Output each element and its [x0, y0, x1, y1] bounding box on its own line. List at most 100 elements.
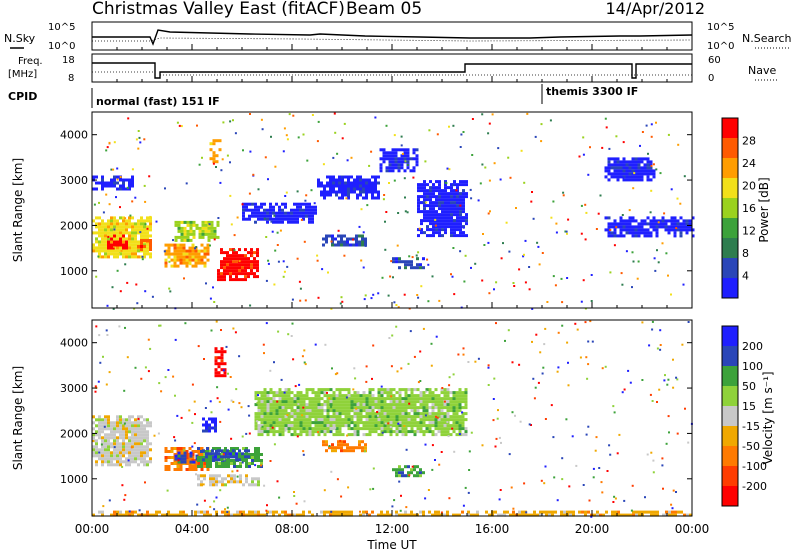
heatmap-cell [122, 187, 125, 191]
heatmap-cell [380, 406, 384, 410]
heatmap-cell [98, 222, 101, 226]
heatmap-cell [676, 222, 680, 226]
heatmap-cell [128, 181, 131, 185]
heatmap-cell [356, 187, 359, 191]
heatmap-cell [406, 166, 410, 170]
heatmap-cell [337, 240, 340, 244]
heatmap-cell [149, 252, 152, 256]
heatmap-cell [183, 226, 187, 230]
heatmap-cell [423, 204, 426, 208]
scatter-cell [550, 216, 553, 219]
heatmap-cell [413, 474, 416, 478]
heatmap-cell [464, 394, 468, 398]
scatter-cell [427, 489, 430, 491]
heatmap-cell [622, 225, 626, 229]
heatmap-cell [214, 350, 218, 354]
scatter-cell [424, 497, 427, 500]
scatter-cell [571, 435, 574, 438]
scatter-cell [393, 134, 396, 137]
heatmap-cell [209, 483, 212, 487]
heatmap-cell [365, 400, 369, 404]
scatter-cell [177, 459, 180, 462]
colorbar-frame [721, 325, 739, 507]
heatmap-cell [341, 424, 345, 428]
scatter-cell [455, 189, 458, 192]
scatter-cell [633, 172, 636, 175]
heatmap-cell [272, 394, 276, 398]
heatmap-cell [260, 391, 264, 395]
heatmap-cell [462, 207, 465, 211]
heatmap-cell [220, 350, 224, 354]
heatmap-cell [441, 234, 444, 238]
heatmap-cell [323, 433, 327, 437]
heatmap-cell [455, 406, 459, 410]
heatmap-cell [682, 225, 686, 229]
scatter-cell [403, 177, 406, 180]
heatmap-cell [388, 163, 392, 167]
heatmap-cell [235, 254, 238, 258]
heatmap-cell [356, 412, 360, 416]
heatmap-cell [632, 510, 635, 514]
heatmap-cell [371, 415, 375, 419]
scatter-cell [321, 268, 324, 271]
heatmap-cell [266, 214, 269, 218]
heatmap-cell [192, 460, 196, 464]
heatmap-cell [428, 418, 432, 422]
heatmap-cell [347, 406, 351, 410]
scatter-cell [301, 414, 304, 417]
scatter-cell [594, 449, 597, 452]
scatter-cell [636, 277, 639, 280]
heatmap-cell [194, 510, 197, 514]
heatmap-cell [134, 418, 137, 422]
heatmap-cell [146, 442, 149, 446]
heatmap-cell [530, 513, 533, 517]
heatmap-cell [340, 237, 343, 241]
scatter-cell [458, 433, 461, 436]
heatmap-cell [239, 510, 242, 514]
heatmap-cell [110, 424, 113, 428]
heatmap-cell [253, 260, 256, 264]
scatter-cell [584, 203, 587, 206]
scatter-cell [346, 159, 349, 162]
scatter-cell [124, 217, 127, 220]
heatmap-cell [404, 415, 408, 419]
heatmap-cell [223, 449, 226, 453]
heatmap-cell [314, 418, 318, 422]
heatmap-cell [652, 222, 656, 226]
heatmap-cell [374, 430, 378, 434]
heatmap-cell [116, 243, 119, 247]
heatmap-cell [444, 186, 447, 190]
heatmap-cell [272, 510, 275, 514]
heatmap-cell [329, 403, 333, 407]
heatmap-cell [220, 266, 223, 270]
heatmap-cell [404, 433, 408, 437]
heatmap-cell [256, 275, 259, 279]
heatmap-cell [447, 207, 450, 211]
heatmap-cell [394, 157, 398, 161]
scatter-cell [158, 382, 161, 385]
scatter-cell [397, 306, 400, 309]
scatter-cell [172, 375, 175, 378]
scatter-cell [328, 445, 331, 447]
heatmap-cell [344, 193, 347, 197]
heatmap-cell [449, 433, 453, 437]
heatmap-cell [438, 225, 441, 229]
heatmap-cell [632, 513, 635, 517]
heatmap-cell [308, 427, 312, 431]
heatmap-cell [217, 452, 220, 456]
heatmap-cell [107, 184, 110, 188]
heatmap-cell [229, 266, 232, 270]
heatmap-cell [209, 474, 212, 478]
heatmap-cell [104, 231, 107, 235]
heatmap-cell [220, 272, 223, 276]
heatmap-cell [395, 427, 399, 431]
heatmap-cell [116, 240, 119, 244]
heatmap-cell [438, 222, 441, 226]
heatmap-cell [688, 222, 692, 226]
heatmap-cell [355, 237, 358, 241]
heatmap-cell [296, 415, 300, 419]
heatmap-cell [200, 468, 204, 471]
heatmap-cell [317, 412, 321, 416]
heatmap-cell [386, 412, 390, 416]
scatter-cell [277, 330, 280, 333]
